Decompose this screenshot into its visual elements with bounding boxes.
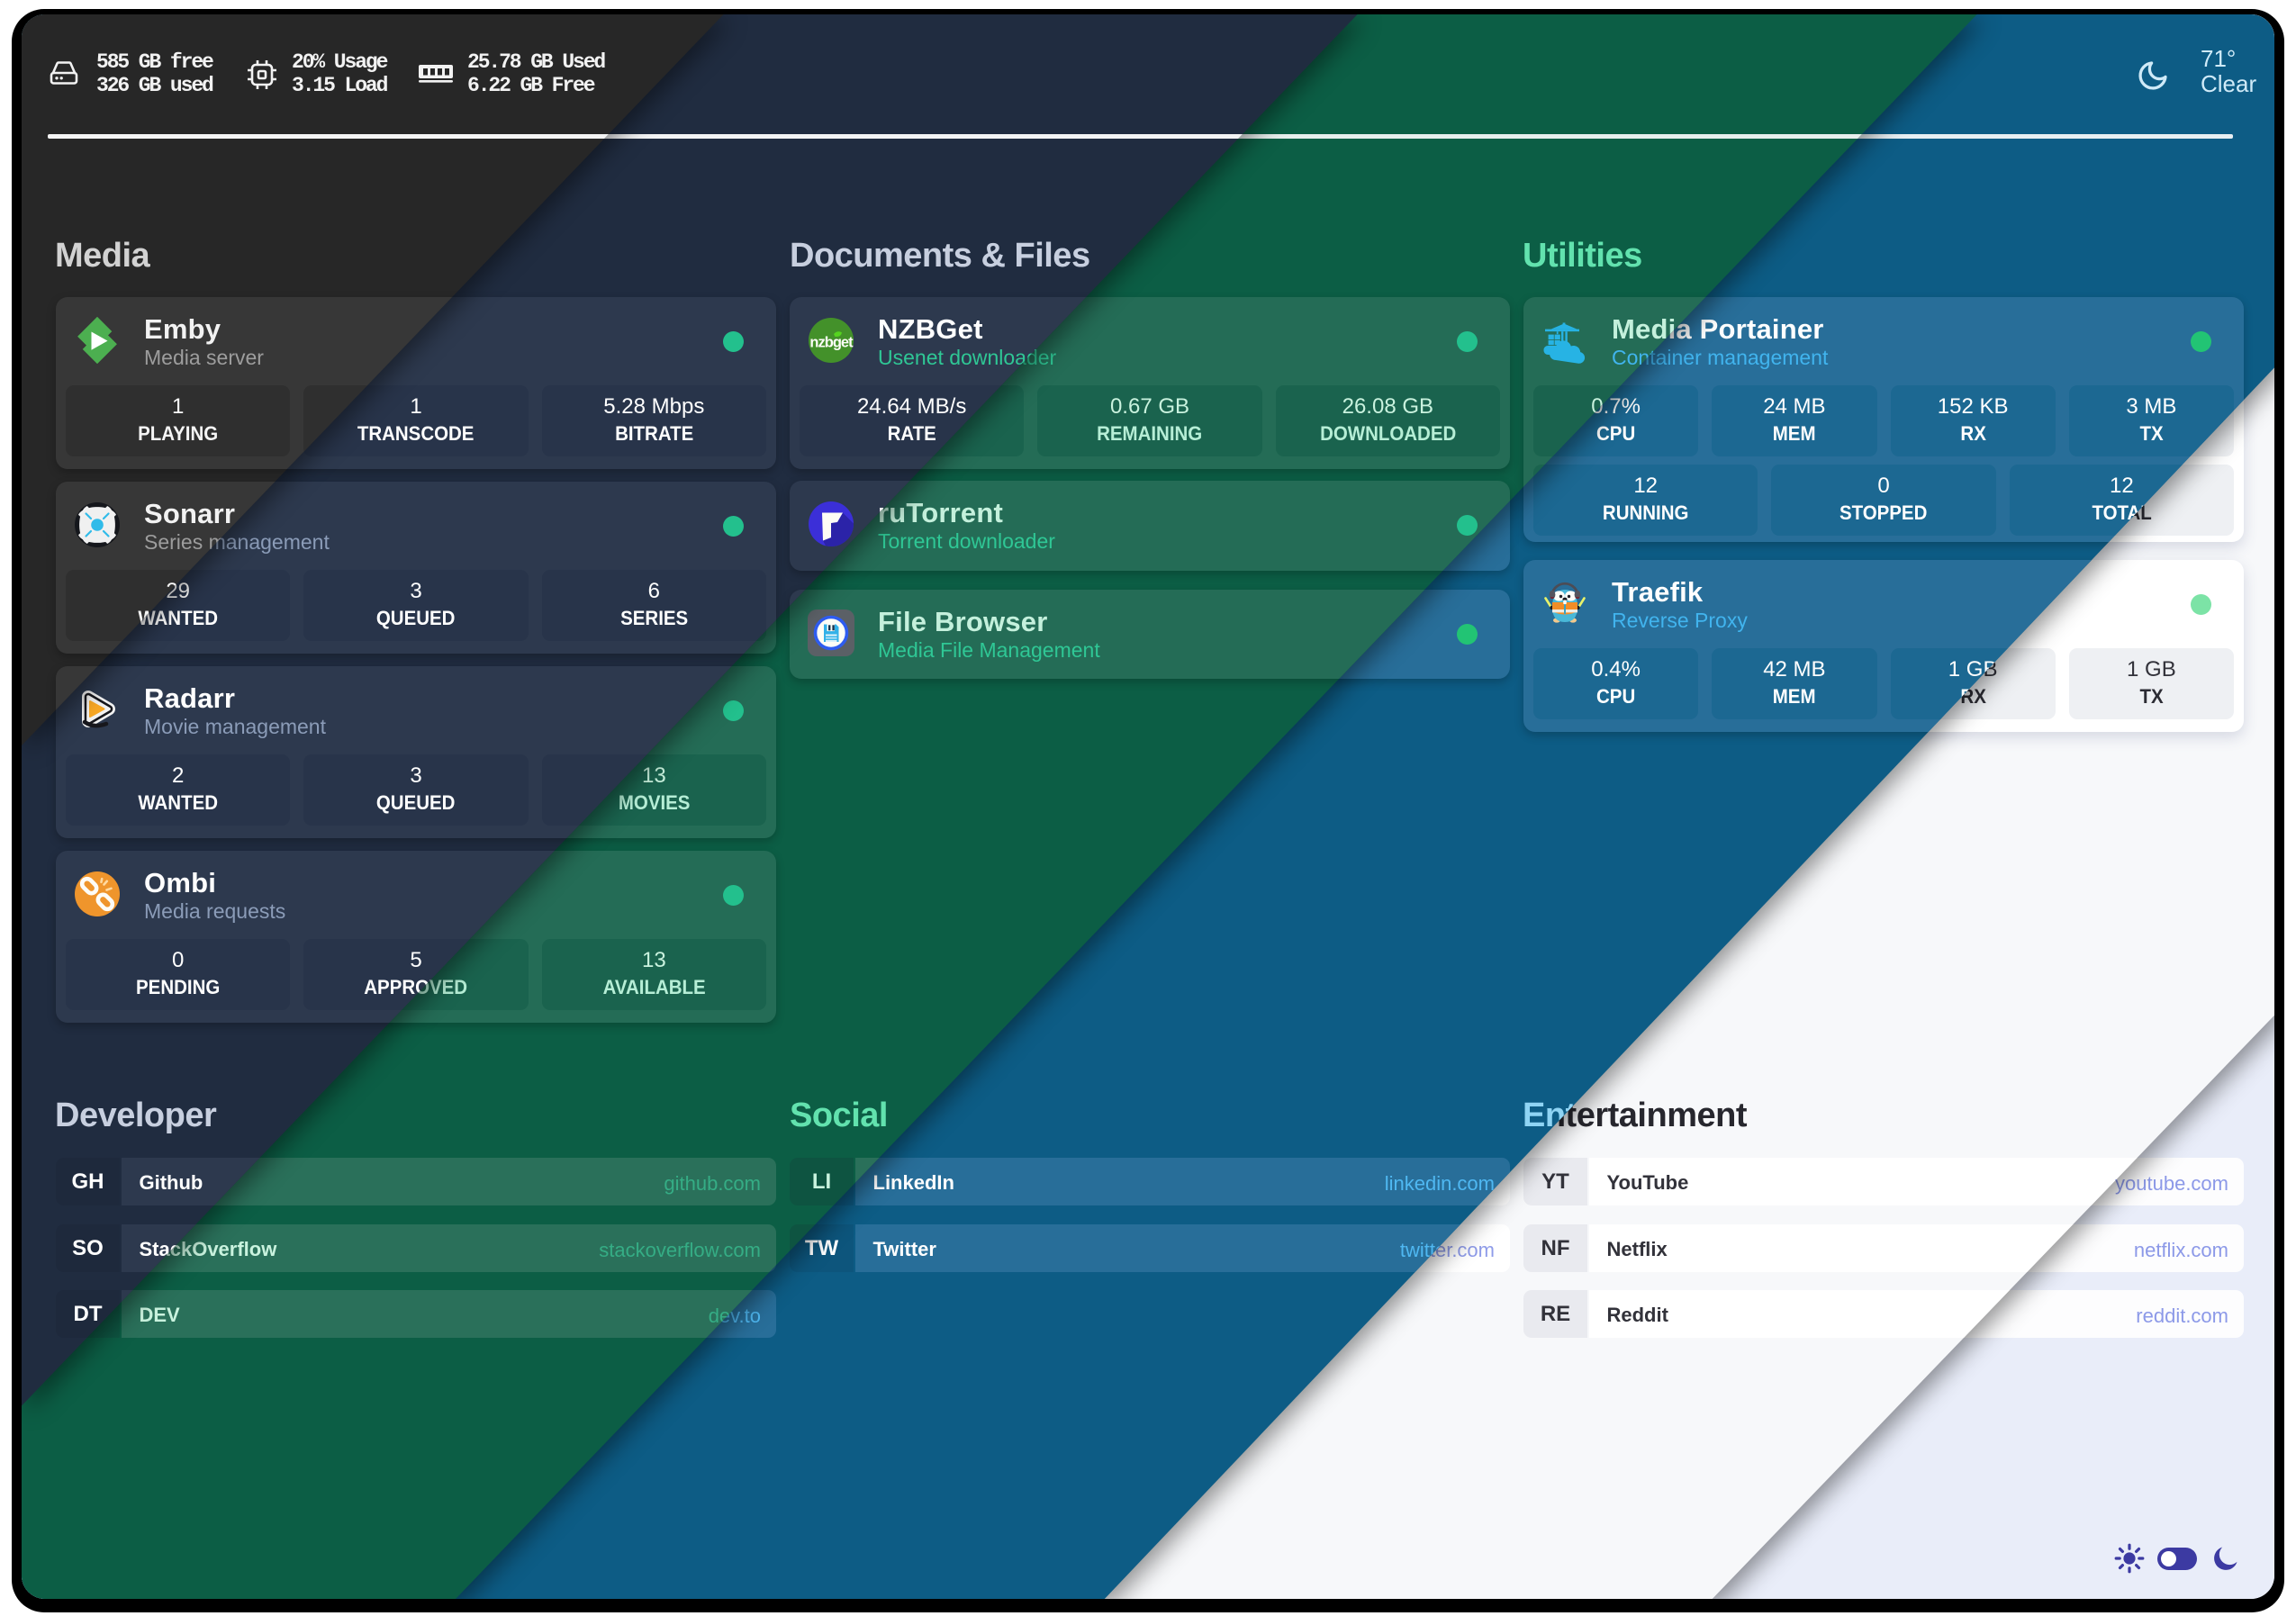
svg-text:nzbget: nzbget [809,335,854,351]
svg-text:nzbget: nzbget [809,335,854,351]
